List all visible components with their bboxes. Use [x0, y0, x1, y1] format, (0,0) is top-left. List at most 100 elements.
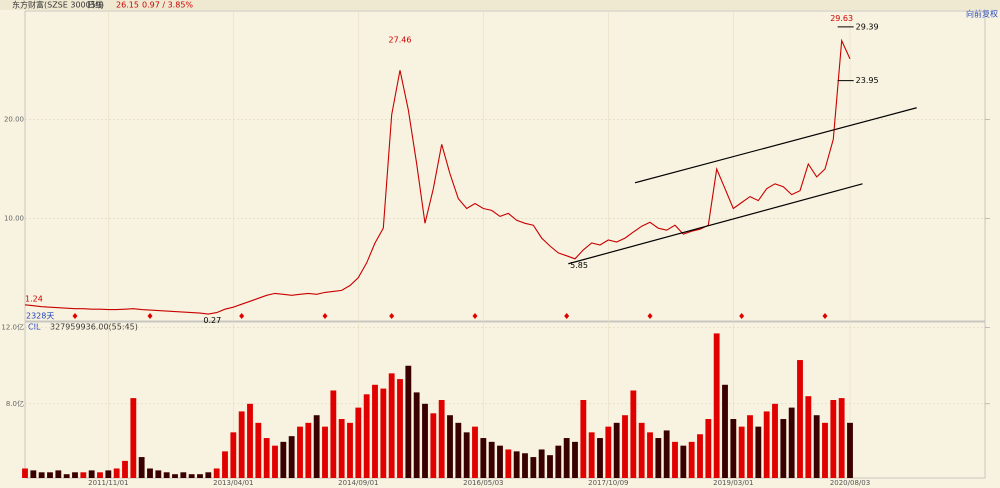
- volume-bar: [63, 474, 70, 478]
- volume-bar: [813, 415, 820, 478]
- volume-bar: [513, 451, 520, 478]
- volume-bar: [172, 474, 178, 478]
- volume-bar: [247, 403, 253, 478]
- header-bar: [0, 0, 1000, 10]
- volume-bar: [397, 379, 403, 478]
- volume-bar: [530, 457, 537, 478]
- event-marker: [739, 313, 745, 319]
- y-tick-label: 8.0亿: [6, 399, 24, 408]
- volume-bar: [305, 422, 312, 478]
- annotation: 5.85: [570, 261, 588, 270]
- event-marker: [72, 313, 78, 319]
- volume-bar: [797, 360, 803, 478]
- volume-bar: [230, 432, 237, 478]
- volume-bar: [747, 415, 753, 478]
- volume-bar: [188, 474, 195, 478]
- volume-bar: [422, 403, 428, 478]
- volume-bar: [605, 426, 612, 478]
- volume-bar: [130, 398, 137, 478]
- volume-bar: [613, 422, 620, 478]
- volume-bar: [113, 468, 120, 478]
- volume-bar: [30, 470, 37, 478]
- volume-bar: [272, 445, 278, 478]
- volume-bar: [155, 470, 162, 478]
- volume-bar: [238, 411, 245, 478]
- volume-bar: [263, 438, 270, 478]
- volume-bar: [772, 403, 778, 478]
- volume-bar: [697, 434, 703, 478]
- event-marker: [822, 313, 828, 319]
- volume-bar: [330, 390, 337, 478]
- volume-bar: [288, 436, 295, 478]
- days-label: 2328天: [26, 312, 54, 321]
- period[interactable]: 日线: [87, 0, 103, 10]
- volume-bar: [663, 430, 670, 478]
- annotation: 29.63: [830, 14, 853, 23]
- volume-bar: [838, 398, 845, 478]
- volume-bar: [38, 472, 45, 478]
- event-marker: [389, 313, 395, 319]
- volume-bar: [163, 472, 170, 478]
- price-line: [24, 38, 851, 315]
- volume-bar: [705, 419, 712, 478]
- volume-bar: [372, 384, 378, 478]
- volume-bar: [755, 426, 762, 478]
- volume-bar: [713, 333, 720, 478]
- volume-bar: [563, 438, 570, 478]
- trendline: [568, 183, 863, 265]
- volume-bar: [255, 422, 262, 478]
- volume-bar: [788, 407, 795, 478]
- volume-bar: [147, 468, 153, 478]
- annotation: 27.46: [389, 35, 412, 44]
- volume-name: CIL: [28, 323, 41, 332]
- volume-bar: [480, 438, 487, 478]
- x-tick-label: 2017/10/09: [588, 479, 628, 487]
- x-tick-label: 2016/05/03: [463, 479, 503, 487]
- annotation: 29.39: [856, 22, 879, 31]
- volume-bar: [388, 373, 395, 478]
- volume-bar: [672, 441, 678, 478]
- volume-bar: [622, 415, 628, 478]
- volume-bar: [738, 426, 745, 478]
- volume-bar: [638, 422, 645, 478]
- event-marker: [472, 313, 478, 319]
- volume-bar: [447, 415, 453, 478]
- volume-bar: [655, 438, 662, 478]
- volume-bar: [72, 472, 78, 478]
- volume-bar: [380, 388, 387, 478]
- event-marker: [322, 313, 328, 319]
- volume-bar: [338, 419, 345, 478]
- volume-bar: [347, 422, 353, 478]
- volume-bar: [180, 472, 187, 478]
- volume-bar: [197, 474, 203, 478]
- volume-bar: [847, 422, 853, 478]
- change: 0.97 / 3.85%: [142, 1, 193, 10]
- volume-bar: [472, 426, 478, 478]
- annotation: 0.27: [203, 316, 221, 325]
- volume-bar: [47, 472, 53, 478]
- volume-bar: [455, 422, 462, 478]
- volume-bar: [322, 426, 328, 478]
- event-marker: [647, 313, 653, 319]
- volume-bar: [688, 441, 695, 478]
- volume-bar: [55, 470, 62, 478]
- volume-bar: [538, 449, 545, 478]
- volume-bar: [588, 432, 595, 478]
- volume-info: 327959936.00(55:45): [50, 323, 138, 332]
- volume-bar: [138, 457, 145, 478]
- adjust-button[interactable]: 向前复权: [966, 9, 998, 19]
- volume-bar: [580, 400, 587, 478]
- price: 26.15: [116, 1, 139, 10]
- volume-bar: [280, 441, 287, 478]
- annotation: 1.24: [25, 294, 43, 303]
- volume-bar: [722, 384, 728, 478]
- volume-bar: [555, 445, 562, 478]
- volume-bar: [430, 413, 437, 478]
- volume-bar: [213, 468, 220, 478]
- y-tick-label: 10.00: [4, 214, 24, 222]
- volume-bar: [205, 472, 212, 478]
- volume-bar: [522, 453, 528, 478]
- x-tick-label: 2013/04/01: [213, 479, 253, 487]
- volume-bar: [805, 396, 812, 478]
